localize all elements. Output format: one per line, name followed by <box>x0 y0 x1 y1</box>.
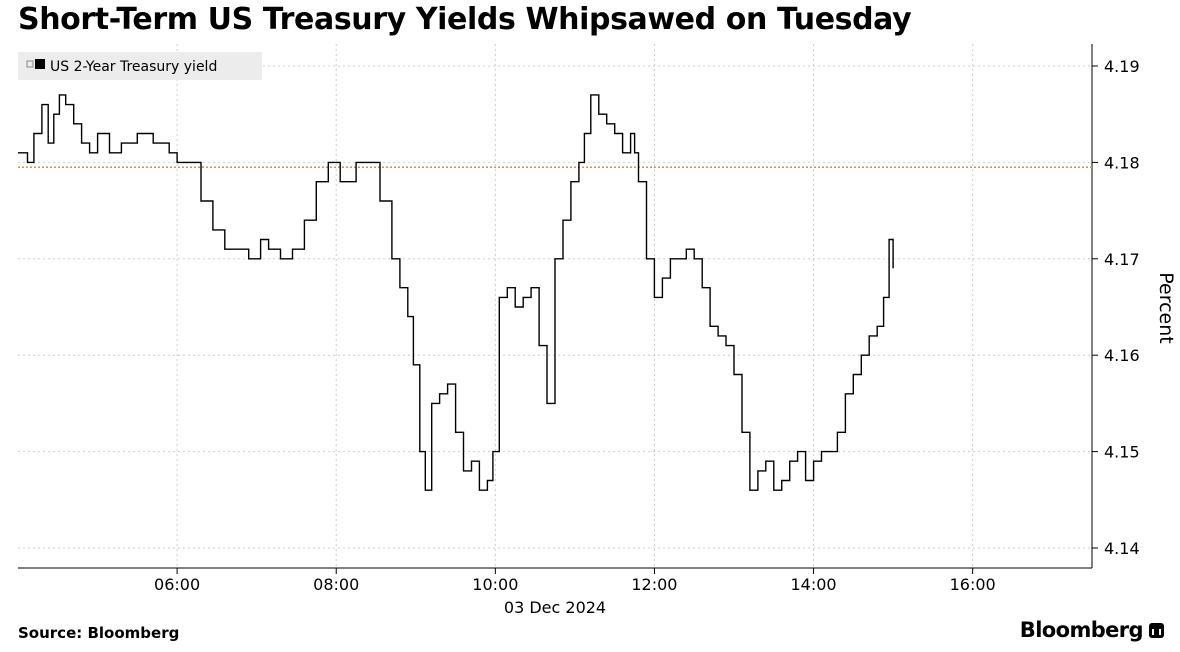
legend-marker-outline <box>26 60 34 68</box>
legend-swatch <box>35 59 45 69</box>
chart-title: Short-Term US Treasury Yields Whipsawed … <box>18 2 912 37</box>
legend: US 2-Year Treasury yield <box>18 52 262 80</box>
brand-name: Bloomberg <box>1019 618 1144 642</box>
y-tick-label: 4.15 <box>1104 443 1140 462</box>
y-tick-label: 4.19 <box>1104 57 1140 76</box>
x-axis-ticks: 06:00 08:00 10:00 12:00 14:00 16:00 <box>154 568 996 594</box>
bloomberg-icon <box>1149 622 1164 638</box>
y-axis-ticks: 4.14 4.15 4.16 4.17 4.18 4.19 <box>1092 57 1140 558</box>
y-tick-label: 4.16 <box>1104 346 1140 365</box>
legend-box <box>18 52 262 80</box>
x-tick-label: 16:00 <box>950 575 996 594</box>
x-axis-label: 03 Dec 2024 <box>504 598 606 617</box>
bloomberg-logo: Bloomberg <box>1020 618 1164 642</box>
x-tick-label: 14:00 <box>791 575 837 594</box>
x-tick-label: 12:00 <box>631 575 677 594</box>
x-tick-label: 10:00 <box>472 575 518 594</box>
legend-label: US 2-Year Treasury yield <box>50 59 217 75</box>
y-tick-label: 4.18 <box>1104 153 1140 172</box>
x-tick-label: 06:00 <box>154 575 200 594</box>
source-note: Source: Bloomberg <box>18 624 180 642</box>
y-tick-label: 4.14 <box>1104 539 1140 558</box>
x-tick-label: 08:00 <box>313 575 359 594</box>
y-tick-label: 4.17 <box>1104 250 1140 269</box>
y-axis-label: Percent <box>1155 272 1177 344</box>
series-line-us-2-year-yield <box>18 94 894 491</box>
